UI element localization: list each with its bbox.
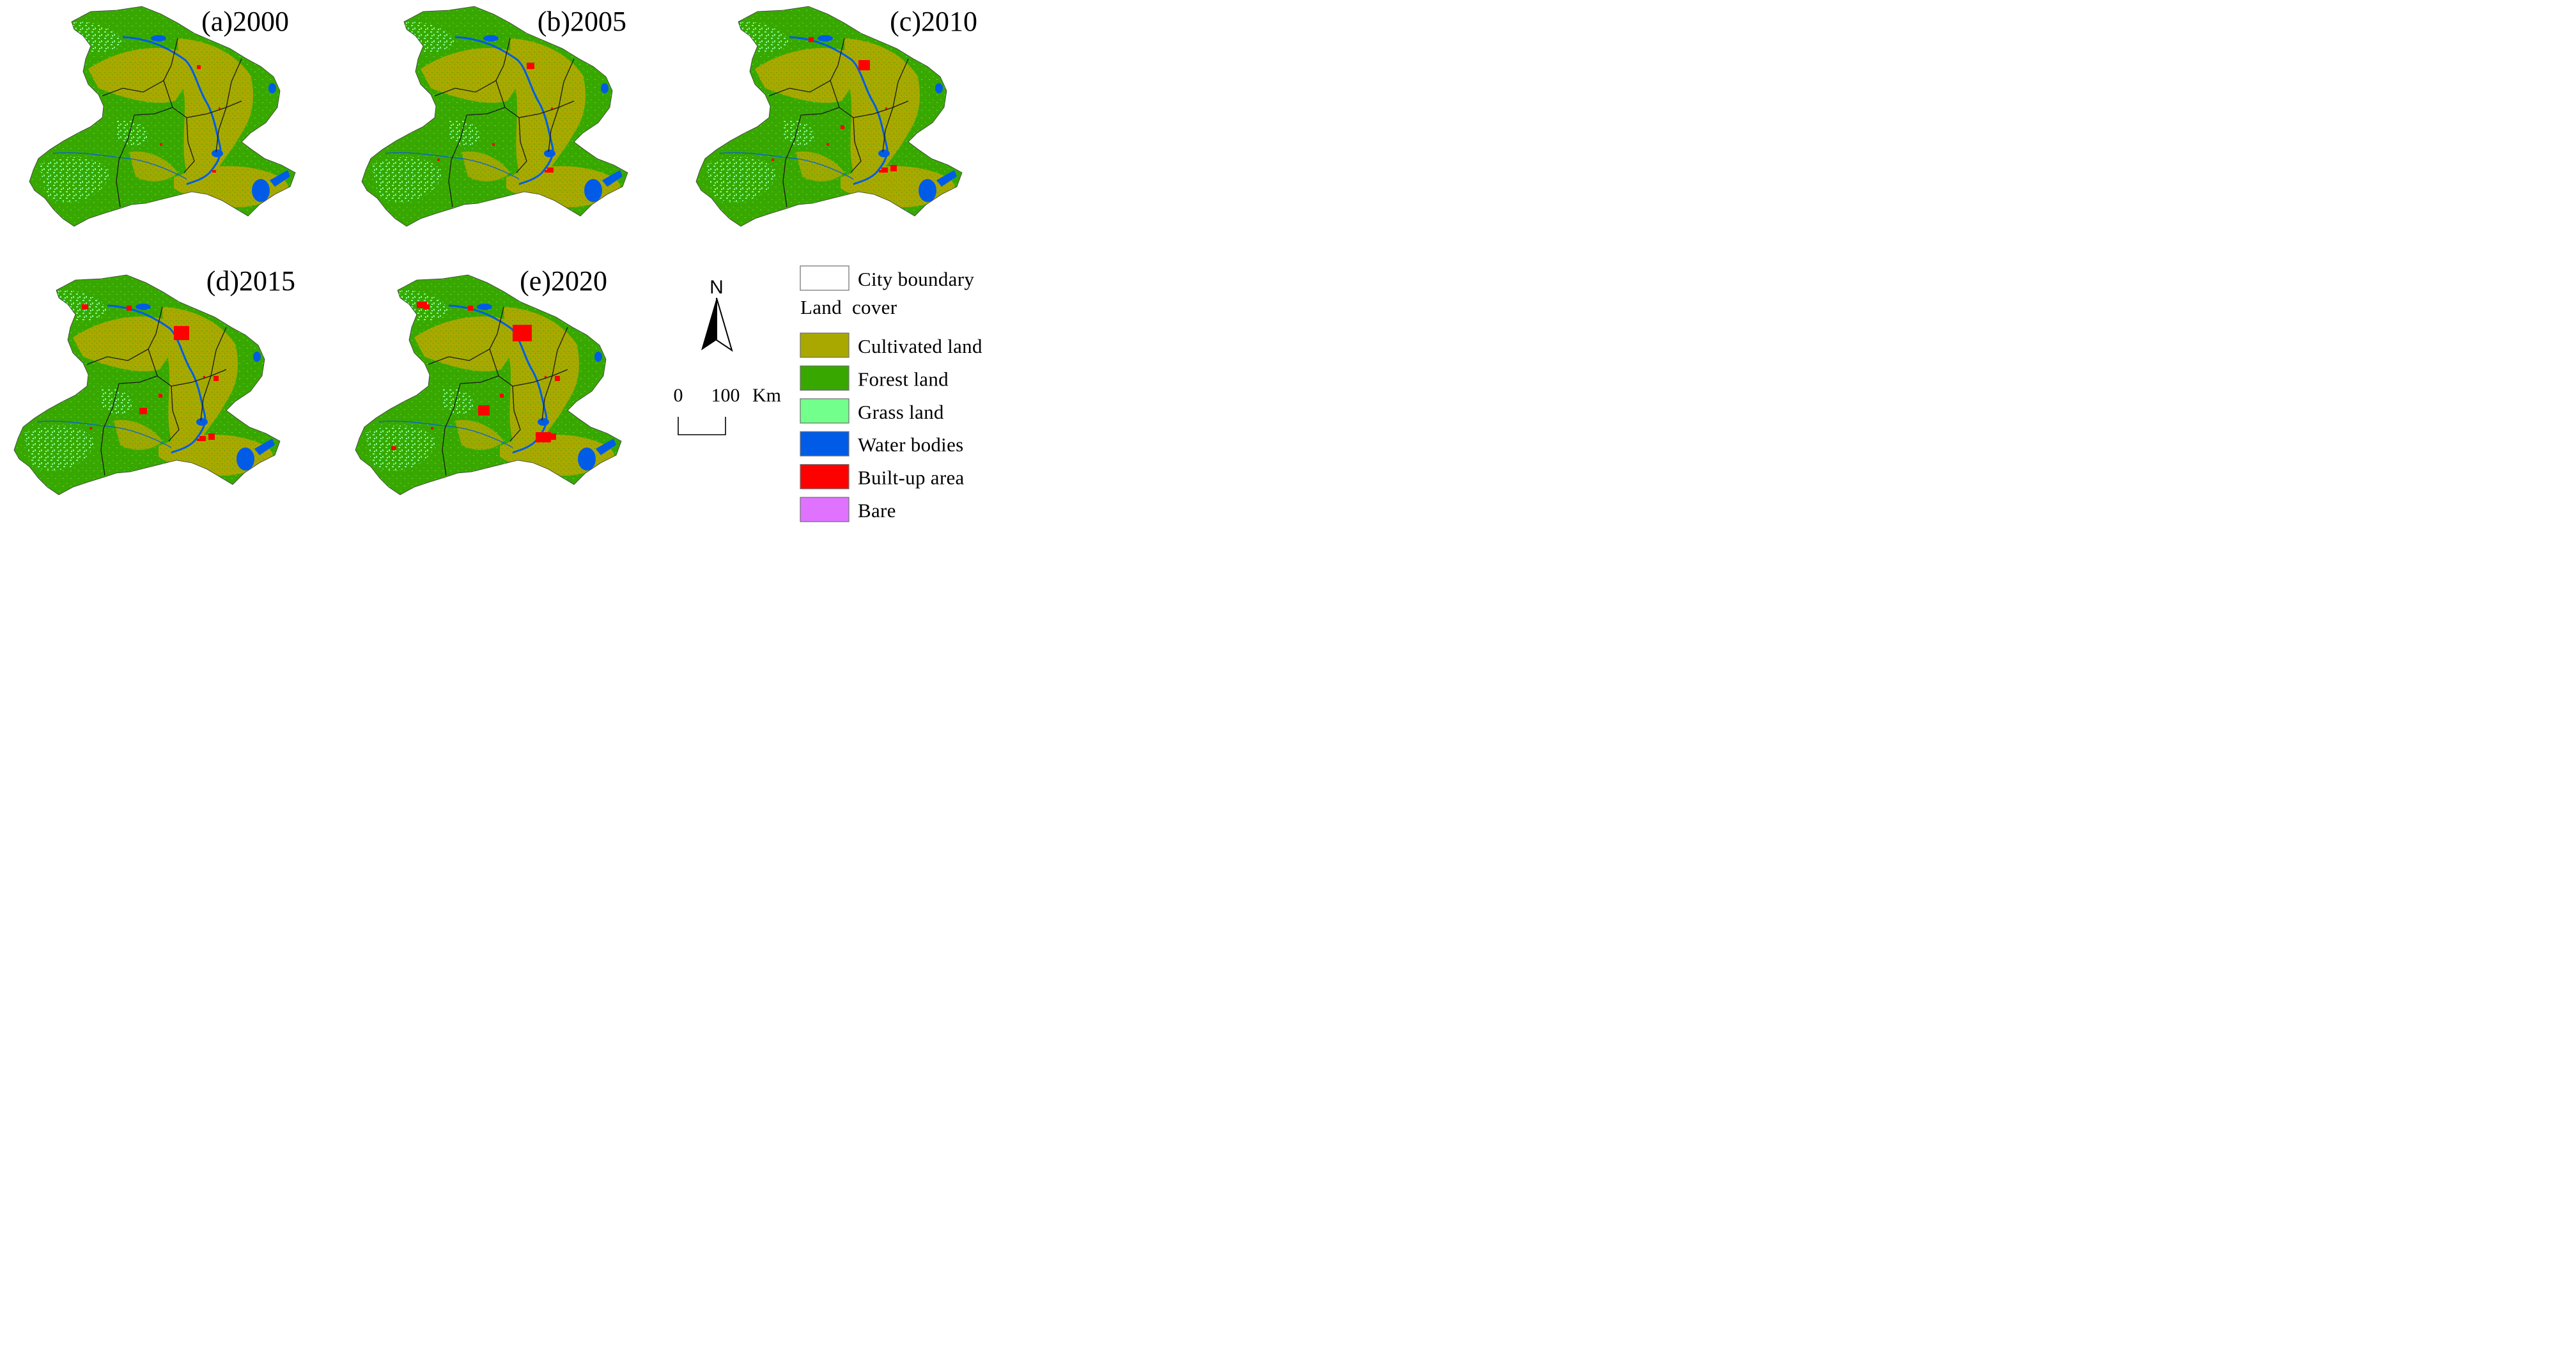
scale-bar: 0 100 Km bbox=[674, 385, 781, 435]
scale-bar-start-label: 0 bbox=[674, 385, 683, 406]
scale-bar-line bbox=[678, 417, 726, 435]
legend-item-label: Cultivated land bbox=[858, 335, 982, 357]
water-bodies-swatch bbox=[800, 431, 850, 456]
scale-bar-unit: Km bbox=[752, 385, 781, 406]
land-cover-map bbox=[355, 274, 622, 495]
land-cover-map bbox=[13, 274, 281, 495]
north-arrow-label: N bbox=[710, 277, 724, 298]
legend-item-label: Grass land bbox=[858, 401, 944, 423]
scale-bar-end-label: 100 bbox=[711, 385, 740, 406]
map-panel-e: (e)2020 bbox=[355, 265, 622, 495]
map-panel-title: (a)2000 bbox=[201, 6, 289, 37]
map-panel-title: (c)2010 bbox=[890, 6, 977, 37]
legend-boundary-label: City boundary bbox=[858, 268, 974, 290]
land-cover-map bbox=[361, 6, 628, 227]
legend-item-label: Built-up area bbox=[858, 467, 965, 489]
map-panel-a: (a)2000 bbox=[29, 6, 296, 227]
north-arrow-icon-outline bbox=[716, 297, 733, 352]
north-arrow: N bbox=[701, 277, 733, 352]
land-cover-map bbox=[695, 6, 963, 227]
land-cover-figure: (a)2000 bbox=[13, 6, 982, 522]
legend-item-label: Bare bbox=[858, 499, 896, 522]
north-arrow-icon bbox=[701, 298, 717, 350]
city-boundary-swatch bbox=[800, 265, 850, 291]
legend-item-label: Water bodies bbox=[858, 433, 964, 456]
map-panel-b: (b)2005 bbox=[361, 6, 628, 227]
map-panel-d: (d)2015 bbox=[13, 265, 295, 495]
legend: City boundary Land cover Cultivated land… bbox=[800, 265, 982, 522]
built-up-area-swatch bbox=[800, 463, 850, 490]
grass-land-swatch bbox=[800, 398, 850, 424]
forest-land-swatch bbox=[800, 365, 850, 391]
bare-swatch bbox=[800, 497, 850, 522]
map-panel-title: (b)2005 bbox=[538, 6, 626, 37]
legend-item-label: Forest land bbox=[858, 368, 949, 390]
map-panel-c: (c)2010 bbox=[695, 6, 977, 227]
map-panel-title: (e)2020 bbox=[520, 265, 607, 297]
map-panel-title: (d)2015 bbox=[206, 265, 295, 297]
cultivated-land-swatch bbox=[800, 332, 850, 358]
legend-items: Cultivated land Forest land Grass land Wate… bbox=[800, 332, 982, 522]
land-cover-map bbox=[29, 6, 296, 227]
legend-heading: Land cover bbox=[800, 296, 897, 318]
